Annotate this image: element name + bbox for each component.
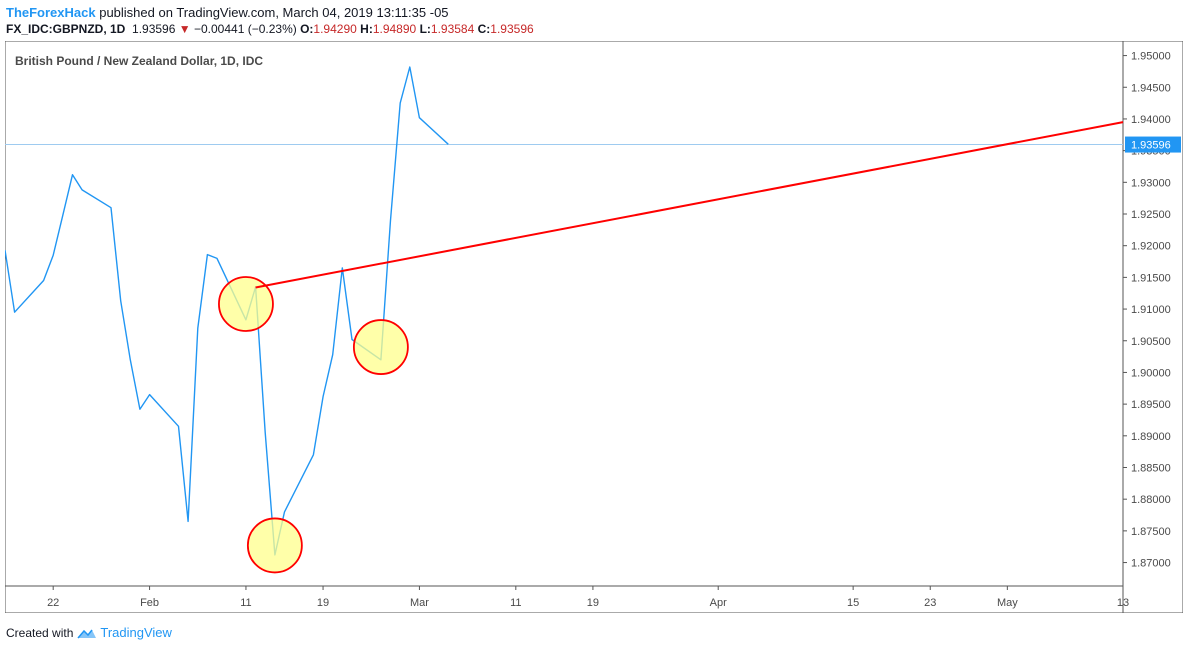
down-arrow-icon: ▼ — [178, 22, 191, 36]
time-tick-label: Feb — [140, 597, 159, 609]
high-value: 1.94890 — [372, 22, 417, 36]
price-tick-label: 1.93000 — [1131, 177, 1171, 189]
price-change: −0.00441 (−0.23%) — [193, 22, 297, 36]
time-tick-label: 15 — [847, 597, 859, 609]
publish-info: TheForexHack published on TradingView.co… — [6, 5, 449, 20]
time-tick-label: 11 — [510, 597, 521, 609]
symbol-name: FX_IDC:GBPNZD, 1D — [6, 22, 126, 36]
price-chart[interactable]: 1.950001.945001.940001.935001.930001.925… — [4, 40, 1184, 614]
price-tick-label: 1.91500 — [1131, 272, 1171, 284]
high-label: H: — [360, 22, 373, 36]
chart-container[interactable]: 1.950001.945001.940001.935001.930001.925… — [4, 40, 1184, 618]
current-price-label: 1.93596 — [1131, 140, 1171, 152]
price-tick-label: 1.90000 — [1131, 367, 1171, 379]
created-with-text: Created with — [6, 625, 74, 640]
open-value: 1.94290 — [313, 22, 357, 36]
price-tick-label: 1.89500 — [1131, 399, 1171, 411]
price-tick-label: 1.92000 — [1131, 241, 1171, 253]
price-tick-label: 1.88500 — [1131, 462, 1171, 474]
time-tick-label: 11 — [240, 597, 251, 609]
highlight-circle[interactable] — [218, 276, 274, 332]
close-value: 1.93596 — [490, 22, 534, 36]
time-tick-label: May — [997, 597, 1018, 609]
symbol-info: FX_IDC:GBPNZD, 1D 1.93596 ▼ −0.00441 (−0… — [6, 22, 534, 36]
price-tick-label: 1.91000 — [1131, 304, 1171, 316]
time-tick-label: 13 — [1117, 597, 1129, 609]
low-label: L: — [419, 22, 431, 36]
time-tick-label: 22 — [47, 597, 59, 609]
last-price: 1.93596 — [132, 22, 176, 36]
price-tick-label: 1.88000 — [1131, 494, 1171, 506]
footer: Created with TradingView — [6, 625, 172, 640]
price-tick-label: 1.95000 — [1131, 51, 1171, 63]
time-tick-label: Mar — [410, 597, 429, 609]
chart-frame — [4, 40, 1184, 614]
price-tick-label: 1.94500 — [1131, 82, 1171, 94]
low-value: 1.93584 — [430, 22, 475, 36]
price-tick-label: 1.89000 — [1131, 431, 1171, 443]
time-tick-label: Apr — [710, 597, 727, 609]
highlight-circle[interactable] — [352, 319, 409, 375]
price-tick-label: 1.94000 — [1131, 114, 1171, 126]
tradingview-brand[interactable]: TradingView — [100, 625, 172, 640]
price-tick-label: 1.87000 — [1131, 558, 1171, 570]
time-tick-label: 19 — [587, 597, 599, 609]
plot-area[interactable] — [4, 66, 1124, 574]
time-axis[interactable]: 22 Feb 11 19 Mar 11 19 Apr 15 23 May 13 — [47, 586, 1129, 609]
price-tick-label: 1.92500 — [1131, 209, 1171, 221]
price-tick-label: 1.87500 — [1131, 526, 1171, 538]
highlight-circle[interactable] — [246, 517, 303, 574]
close-label: C: — [477, 22, 491, 36]
price-axis[interactable]: 1.950001.945001.940001.935001.930001.925… — [1123, 51, 1181, 570]
time-tick-label: 19 — [317, 597, 329, 609]
published-text: published on TradingView.com, March 04, … — [99, 5, 449, 20]
tradingview-logo-icon[interactable] — [77, 627, 97, 639]
time-tick-label: 23 — [924, 597, 936, 609]
open-label: O: — [300, 22, 314, 36]
current-price-tag — [1125, 136, 1181, 153]
price-tick-label: 1.90500 — [1131, 336, 1171, 348]
trendline[interactable] — [255, 121, 1124, 289]
chart-title: British Pound / New Zealand Dollar, 1D, … — [15, 54, 263, 68]
author-name[interactable]: TheForexHack — [6, 5, 96, 20]
